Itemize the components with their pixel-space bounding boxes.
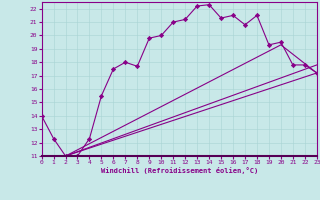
X-axis label: Windchill (Refroidissement éolien,°C): Windchill (Refroidissement éolien,°C) — [100, 167, 258, 174]
